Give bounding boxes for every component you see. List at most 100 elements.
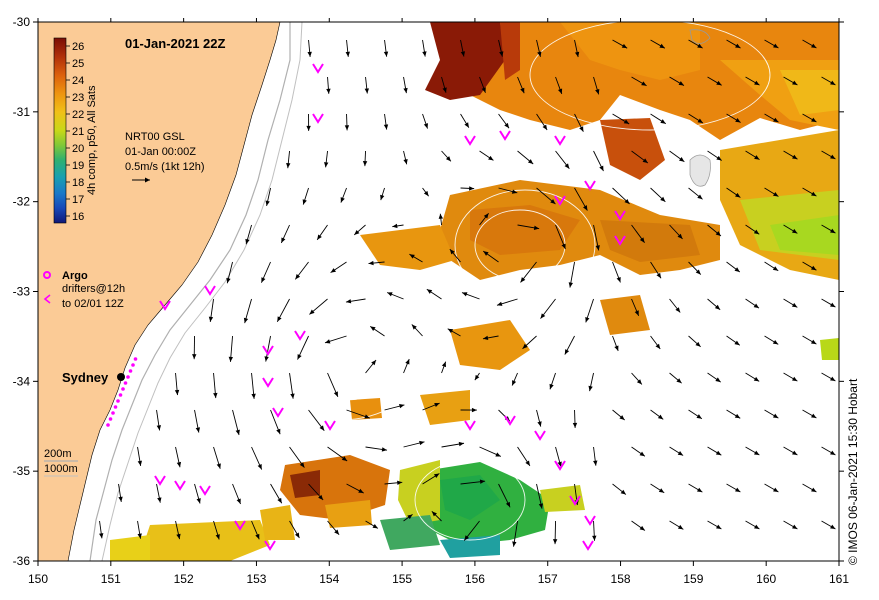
drifter-chevron: [569, 495, 581, 506]
current-arrow-head: [358, 488, 364, 494]
current-arrow-head: [735, 192, 741, 198]
current-arrow-head: [307, 51, 312, 57]
current-arrow-head: [830, 154, 836, 160]
current-arrow-head: [772, 339, 779, 345]
x-tick-label: 152: [174, 572, 194, 586]
current-arrow-head: [407, 514, 413, 520]
drifter-label-line1: drifters@12h: [62, 283, 125, 295]
current-arrow-head: [319, 425, 325, 431]
current-legend: NRT00 GSL 01-Jan 00:00Z 0.5m/s (1kt 12h): [125, 131, 204, 183]
current-arrow-head: [623, 119, 630, 124]
current-arrow-head: [792, 154, 798, 160]
current-arrow-head: [196, 498, 201, 504]
colorbar-tick-label: 19: [72, 160, 84, 172]
current-arrow-head: [792, 524, 798, 529]
current-arrow-head: [715, 377, 721, 383]
current-arrow-head: [773, 487, 779, 492]
current-arrow-head: [716, 524, 722, 530]
current-arrow-head: [504, 122, 510, 129]
colorbar-tick-label: 24: [72, 75, 84, 87]
current-arrow-head: [423, 190, 429, 197]
colorbar-tick-label: 20: [72, 143, 84, 155]
x-tick-label: 158: [611, 572, 631, 586]
current-arrow-head: [791, 302, 798, 308]
current-arrow-head: [588, 385, 593, 392]
drifter-chevron: [584, 515, 596, 526]
drifter-chevron: [262, 377, 274, 388]
current-arrow-head: [345, 51, 350, 57]
current-arrow-head: [397, 480, 403, 485]
current-arrow-head: [520, 277, 526, 283]
drifter-chevron: [534, 430, 546, 441]
current-arrow-head: [678, 81, 684, 86]
drifter-chevron: [584, 180, 596, 191]
current-arrow-head: [383, 51, 389, 57]
drifter-dot: [111, 411, 115, 415]
current-arrow-head: [441, 361, 447, 368]
current-arrow-head: [655, 343, 661, 350]
current-arrow-head: [368, 260, 374, 266]
current-arrow-head: [715, 450, 722, 456]
drifter-chevron: [464, 420, 476, 431]
current-arrow-head: [499, 51, 504, 57]
current-arrow-head: [533, 225, 540, 231]
current-arrow-head: [540, 313, 546, 319]
drifter-chevron: [234, 520, 246, 531]
current-arrow-head: [557, 461, 562, 467]
current-arrow-head: [659, 43, 665, 49]
current-arrow-head: [568, 282, 574, 288]
current-arrow-head: [387, 292, 393, 297]
x-axis: 150 151 152 153 154 155 156 157 158 159 160 161: [28, 18, 849, 586]
current-arrow-head: [137, 460, 143, 466]
current-arrow-head: [405, 359, 410, 365]
current-arrow-head: [810, 339, 817, 345]
current-arrow-head: [811, 413, 817, 419]
current-arrow-head: [641, 81, 647, 86]
y-tick-label: -30: [13, 15, 31, 29]
drifter-label-line2: to 02/01 12Z: [62, 298, 124, 310]
current-arrow-head: [772, 266, 779, 271]
drifter-dot: [123, 381, 128, 385]
current-arrow-head: [716, 80, 722, 86]
current-arrow-head: [290, 393, 295, 399]
current-arrow-head: [411, 324, 417, 330]
current-arrow-head: [512, 380, 517, 386]
current-arrow-head: [481, 87, 486, 93]
current-arrow-head: [697, 118, 703, 124]
current-arrow-head: [677, 524, 684, 530]
current-arrow-head: [810, 265, 817, 271]
current-arrow-head: [639, 525, 645, 531]
current-arrow-head: [299, 462, 305, 468]
current-arrow-head: [488, 155, 494, 161]
current-arrow-head: [520, 87, 525, 94]
drifter-dot: [118, 393, 123, 397]
current-arrow-head: [422, 51, 427, 57]
x-tick-label: 150: [28, 572, 48, 586]
current-arrow-head: [334, 529, 340, 535]
current-arrow-head: [137, 533, 142, 539]
current-arrow-head: [696, 487, 703, 493]
current-arrow-head: [830, 450, 836, 455]
y-tick-label: -31: [13, 105, 31, 119]
current-arrow-head: [460, 51, 466, 57]
x-tick-label: 156: [465, 572, 485, 586]
colorbar-tick-label: 25: [72, 58, 84, 70]
current-arrow-head: [277, 497, 282, 504]
colorbar-tick-label: 22: [72, 109, 84, 121]
current-arrow-head: [830, 302, 836, 308]
drifter-chevron: [324, 420, 336, 431]
map-title: 01-Jan-2021 22Z: [125, 36, 226, 51]
current-arrow-head: [344, 125, 350, 131]
current-arrow-head: [156, 425, 162, 431]
y-tick-label: -33: [13, 285, 31, 299]
current-arrow-head: [676, 378, 682, 384]
current-arrow-head: [636, 379, 642, 385]
current-arrow-head: [294, 532, 300, 538]
current-arrow-head: [697, 43, 703, 49]
current-arrow-head: [482, 335, 489, 341]
drifter-chevron: [312, 113, 324, 124]
current-arrow-head: [479, 479, 486, 484]
current-arrow-head: [438, 213, 444, 219]
current-arrow-head: [340, 197, 345, 203]
current-arrow-head: [213, 392, 218, 399]
